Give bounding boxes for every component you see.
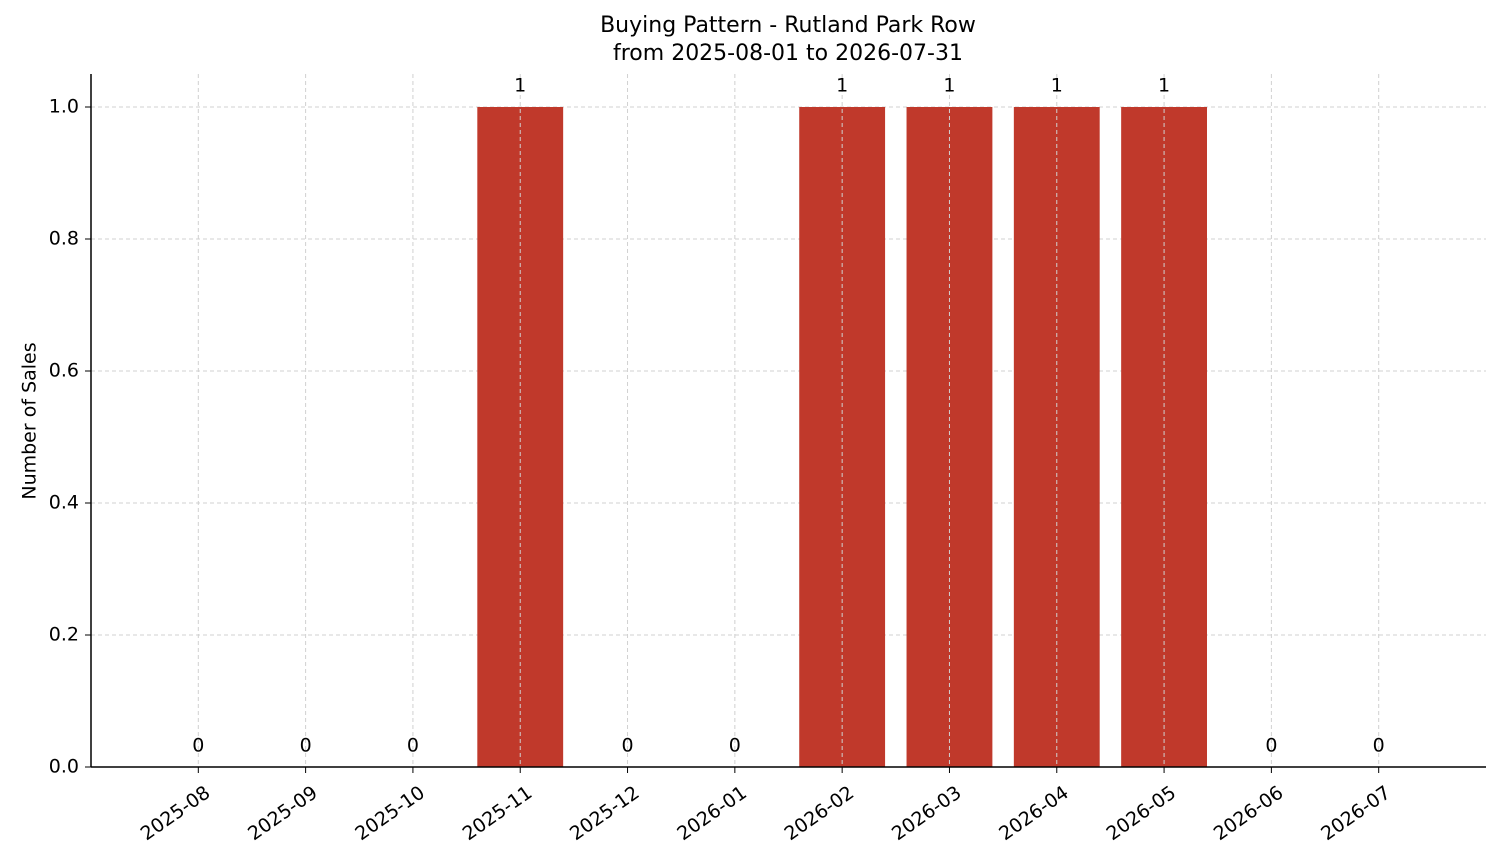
value-label: 0 bbox=[407, 735, 419, 757]
y-axis-label: Number of Sales bbox=[19, 342, 41, 499]
y-tick-label: 0.4 bbox=[49, 492, 79, 514]
value-label: 1 bbox=[514, 75, 526, 97]
bar bbox=[1121, 107, 1207, 767]
bar bbox=[1013, 107, 1100, 767]
bar bbox=[799, 107, 886, 767]
value-label: 0 bbox=[192, 735, 204, 757]
bar bbox=[906, 107, 993, 767]
value-label: 0 bbox=[729, 735, 741, 757]
y-tick-label: 0.8 bbox=[49, 228, 79, 250]
value-label: 0 bbox=[300, 735, 312, 757]
x-tick-label: 2025-10 bbox=[351, 782, 429, 846]
x-tick-label: 2025-11 bbox=[459, 782, 537, 846]
chart-title: Buying Pattern - Rutland Park Row bbox=[600, 13, 976, 38]
x-tick-label: 2026-02 bbox=[781, 782, 859, 846]
value-label: 1 bbox=[1051, 75, 1063, 97]
x-tick-label: 2026-01 bbox=[673, 782, 751, 846]
x-tick-label: 2026-03 bbox=[888, 782, 966, 846]
value-label: 0 bbox=[621, 735, 633, 757]
x-tick-label: 2026-07 bbox=[1317, 782, 1395, 846]
value-label: 1 bbox=[836, 75, 848, 97]
y-tick-label: 0.2 bbox=[49, 624, 79, 646]
x-tick-label: 2025-09 bbox=[244, 782, 322, 846]
bar bbox=[477, 107, 564, 767]
x-tick-label: 2026-05 bbox=[1102, 782, 1180, 846]
value-label: 0 bbox=[1373, 735, 1385, 757]
y-tick-label: 0.6 bbox=[49, 360, 79, 382]
x-tick-label: 2025-12 bbox=[566, 782, 644, 846]
x-tick-label: 2026-06 bbox=[1210, 782, 1288, 846]
value-label: 1 bbox=[1158, 75, 1170, 97]
value-label: 1 bbox=[943, 75, 955, 97]
x-tick-label: 2026-04 bbox=[995, 782, 1073, 846]
value-label: 0 bbox=[1265, 735, 1277, 757]
chart-subtitle: from 2025-08-01 to 2026-07-31 bbox=[613, 41, 963, 66]
y-tick-label: 0.0 bbox=[49, 756, 79, 778]
y-tick-label: 1.0 bbox=[49, 96, 79, 118]
x-tick-label: 2025-08 bbox=[137, 782, 215, 846]
